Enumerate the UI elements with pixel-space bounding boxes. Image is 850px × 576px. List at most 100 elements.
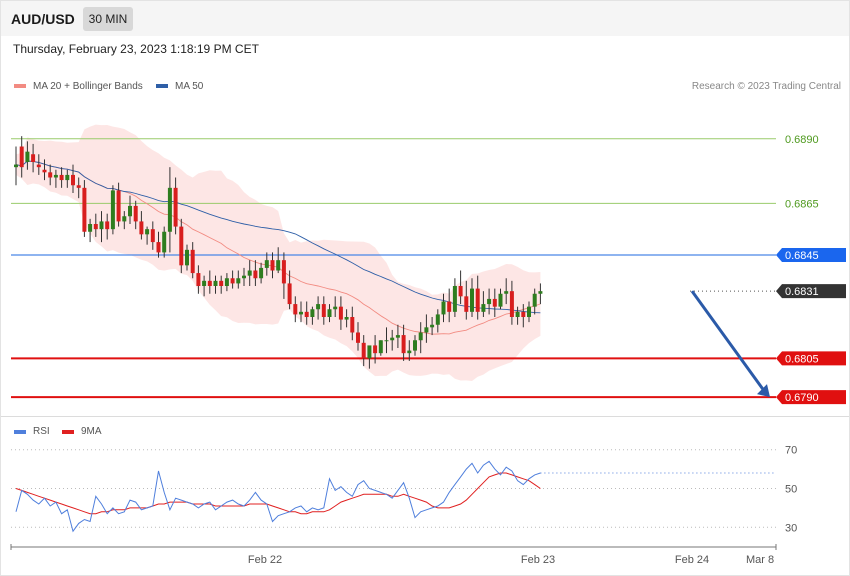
candle-body	[53, 174, 58, 178]
candle-body	[521, 311, 526, 317]
candle-body	[281, 260, 286, 284]
candle-body	[527, 306, 531, 317]
candle-body	[76, 185, 81, 188]
projection-arrow-head	[757, 384, 770, 398]
rsi-tick-70: 70	[785, 445, 797, 457]
candle-body	[99, 221, 104, 230]
candle-body	[310, 309, 315, 317]
candle-body	[167, 187, 172, 232]
ma20-legend-swatch	[14, 84, 26, 88]
candle-body	[224, 278, 229, 286]
rsi-legend-swatch	[14, 430, 26, 434]
candle-body	[487, 298, 492, 305]
level-label-1: 0.6865	[785, 198, 819, 210]
x-label-0: Feb 22	[248, 554, 282, 566]
candle-body	[509, 291, 514, 317]
candle-body	[105, 221, 110, 230]
candle-body	[93, 224, 98, 230]
candle-body	[344, 317, 349, 320]
candle-body	[219, 280, 224, 286]
candle-body	[515, 311, 520, 317]
candle-body	[481, 304, 486, 312]
candle-body	[139, 221, 144, 235]
candle-body	[299, 311, 303, 315]
candle-body	[452, 286, 457, 312]
candle-body	[435, 314, 440, 325]
candle-body	[128, 205, 132, 217]
ma50-legend-label: MA 50	[175, 81, 204, 92]
projection-arrow-shaft	[690, 290, 767, 393]
candle-body	[504, 291, 509, 294]
candle-body	[133, 205, 138, 222]
candle-body	[424, 327, 429, 333]
candle-body	[19, 146, 24, 168]
candle-body	[316, 304, 321, 310]
candle-body	[401, 335, 406, 354]
candle-body	[395, 335, 400, 338]
ma9-legend-label: 9MA	[81, 426, 102, 437]
candle-body	[430, 324, 435, 328]
candle-body	[384, 340, 389, 342]
level-label-0: 0.6890	[785, 134, 819, 146]
ma20-legend-label: MA 20 + Bollinger Bands	[33, 81, 143, 92]
candle-body	[14, 164, 18, 168]
x-label-2: Feb 24	[675, 554, 709, 566]
level-label-4: 0.6805	[785, 353, 819, 365]
candle-body	[190, 249, 195, 274]
candle-body	[361, 342, 366, 359]
candle-body	[242, 275, 246, 279]
candle-body	[122, 216, 127, 222]
candle-body	[150, 229, 155, 243]
candle-body	[253, 270, 258, 279]
candle-body	[538, 291, 543, 294]
level-tag-5	[776, 390, 846, 405]
candle-body	[110, 190, 115, 230]
candle-body	[333, 306, 338, 310]
candle-body	[378, 340, 383, 354]
candle-body	[230, 278, 235, 284]
candle-body	[532, 293, 537, 307]
candle-body	[390, 337, 395, 341]
candle-body	[356, 332, 360, 343]
candle-body	[196, 273, 201, 286]
candle-body	[82, 187, 87, 232]
chart-datetime: Thursday, February 23, 2023 1:18:19 PM C…	[13, 42, 259, 56]
candle-body	[475, 288, 480, 312]
candle-body	[185, 249, 189, 266]
level-tag-3	[776, 284, 846, 299]
level-label-5: 0.6790	[785, 392, 819, 404]
candle-body	[31, 154, 36, 162]
candle-body	[236, 278, 241, 284]
candle-body	[470, 288, 474, 312]
credit-text: Research © 2023 Trading Central	[691, 81, 841, 92]
candle-body	[350, 317, 355, 333]
panel-divider	[1, 416, 849, 417]
candle-body	[373, 345, 378, 354]
rsi-ma-line	[15, 472, 541, 515]
ma50-legend-swatch	[156, 84, 168, 88]
candle-body	[327, 309, 332, 317]
x-label-1: Feb 23	[521, 554, 555, 566]
candle-body	[207, 280, 212, 286]
candle-body	[293, 304, 298, 315]
timeframe-button[interactable]: 30 MIN	[83, 7, 133, 31]
candle-body	[25, 151, 30, 162]
candle-body	[116, 190, 121, 222]
candle-body	[65, 174, 70, 181]
candle-body	[321, 304, 326, 317]
rsi-line	[15, 460, 541, 533]
candle-body	[464, 296, 469, 312]
candle-body	[156, 242, 161, 253]
rsi-tick-30: 30	[785, 522, 797, 534]
candle-body	[498, 293, 503, 307]
ma9-legend-swatch	[62, 430, 74, 434]
candle-body	[287, 283, 292, 305]
candle-body	[48, 172, 53, 178]
candle-body	[264, 260, 269, 268]
level-tag-4	[776, 351, 846, 366]
level-label-3: 0.6831	[785, 286, 819, 298]
level-tag-2	[776, 248, 846, 262]
rsi-tick-50: 50	[785, 484, 797, 496]
candle-body	[270, 260, 275, 271]
